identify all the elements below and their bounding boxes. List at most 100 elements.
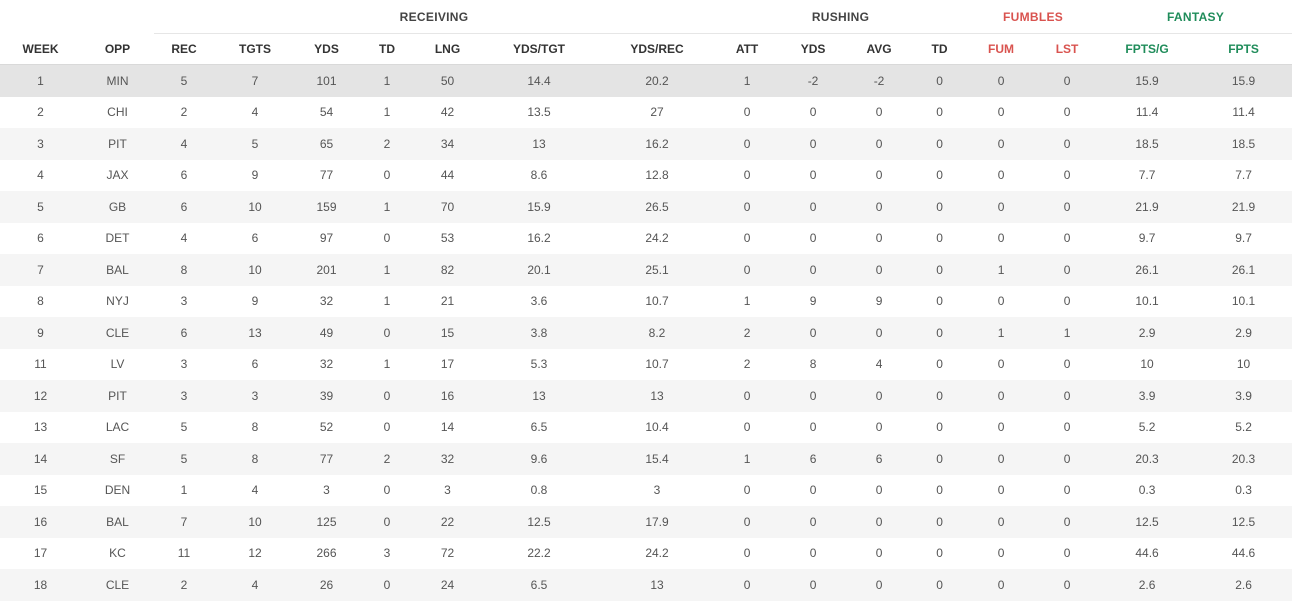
cell-yds-per-tgt: 3.8 (478, 317, 600, 349)
table-row[interactable]: 15 DEN 1 4 3 0 3 0.8 3 0 0 0 0 0 0 0.3 0.3 (0, 474, 1292, 506)
cell-lng: 34 (417, 128, 478, 160)
cell-fum: 0 (967, 285, 1036, 317)
cell-rec-yds: 39 (296, 380, 357, 412)
cell-fpts-per-game: 12.5 (1099, 506, 1196, 538)
group-header-receiving: RECEIVING (154, 0, 715, 34)
cell-rec-yds: 26 (296, 569, 357, 601)
cell-avg: 0 (846, 128, 913, 160)
cell-opp: BAL (81, 506, 154, 538)
cell-fum: 0 (967, 64, 1036, 97)
cell-yds-per-tgt: 16.2 (478, 222, 600, 254)
cell-rush-td: 0 (912, 64, 968, 97)
cell-fpts: 26.1 (1195, 254, 1292, 286)
cell-week: 16 (0, 506, 81, 538)
cell-rush-yds: 0 (780, 506, 847, 538)
cell-rec-td: 3 (357, 537, 417, 569)
column-header-rec[interactable]: REC (154, 33, 214, 65)
cell-rec: 4 (154, 128, 214, 160)
cell-att: 0 (714, 254, 781, 286)
column-header-fpts[interactable]: FPTS (1195, 33, 1292, 65)
cell-yds-per-tgt: 22.2 (478, 537, 600, 569)
cell-fpts-per-game: 11.4 (1099, 96, 1196, 128)
table-row[interactable]: 11 LV 3 6 32 1 17 5.3 10.7 2 8 4 0 0 0 10 10 (0, 348, 1292, 380)
cell-opp: CHI (81, 96, 154, 128)
column-header-yds-per-rec[interactable]: YDS/REC (600, 33, 715, 65)
table-row[interactable]: 8 NYJ 3 9 32 1 21 3.6 10.7 1 9 9 0 0 0 10.1 10.1 (0, 285, 1292, 317)
cell-week: 4 (0, 159, 81, 191)
table-row[interactable]: 9 CLE 6 13 49 0 15 3.8 8.2 2 0 0 0 1 1 2.9 2.9 (0, 317, 1292, 349)
cell-tgts: 3 (214, 380, 296, 412)
cell-rush-yds: 0 (780, 317, 847, 349)
group-header-fumbles: FUMBLES (967, 0, 1100, 34)
column-header-fum[interactable]: FUM (967, 33, 1036, 65)
cell-fpts-per-game: 7.7 (1099, 159, 1196, 191)
column-header-fpts-per-game[interactable]: FPTS/G (1099, 33, 1196, 65)
cell-opp: PIT (81, 380, 154, 412)
cell-rush-yds: 0 (780, 159, 847, 191)
column-header-avg[interactable]: AVG (846, 33, 913, 65)
cell-week: 12 (0, 380, 81, 412)
table-row[interactable]: 17 KC 11 12 266 3 72 22.2 24.2 0 0 0 0 0 0 44.6 44.6 (0, 537, 1292, 569)
column-header-lng[interactable]: LNG (417, 33, 478, 65)
cell-lst: 0 (1035, 506, 1100, 538)
cell-yds-per-rec: 24.2 (600, 537, 715, 569)
table-row[interactable]: 14 SF 5 8 77 2 32 9.6 15.4 1 6 6 0 0 0 20.3 20.3 (0, 443, 1292, 475)
cell-avg: 0 (846, 380, 913, 412)
column-header-opp[interactable]: OPP (81, 33, 154, 65)
table-row[interactable]: 7 BAL 8 10 201 1 82 20.1 25.1 0 0 0 0 1 0 26.1 26.1 (0, 254, 1292, 286)
table-row[interactable]: 1 MIN 5 7 101 1 50 14.4 20.2 1 -2 -2 0 0 0 15.9 15.9 (0, 64, 1292, 97)
table-row[interactable]: 3 PIT 4 5 65 2 34 13 16.2 0 0 0 0 0 0 18.5 18.5 (0, 128, 1292, 160)
cell-fpts: 2.9 (1195, 317, 1292, 349)
column-header-rush-td[interactable]: TD (912, 33, 968, 65)
cell-avg: 0 (846, 569, 913, 601)
column-header-rush-yds[interactable]: YDS (780, 33, 847, 65)
cell-rush-td: 0 (912, 380, 968, 412)
cell-rec-td: 0 (357, 569, 417, 601)
cell-rush-td: 0 (912, 159, 968, 191)
cell-lng: 82 (417, 254, 478, 286)
cell-week: 5 (0, 191, 81, 223)
cell-rush-yds: 6 (780, 443, 847, 475)
table-row[interactable]: 6 DET 4 6 97 0 53 16.2 24.2 0 0 0 0 0 0 9.7 9.7 (0, 222, 1292, 254)
column-header-rec-yds[interactable]: YDS (296, 33, 357, 65)
table-row[interactable]: 16 BAL 7 10 125 0 22 12.5 17.9 0 0 0 0 0 0 12.5 12.5 (0, 506, 1292, 538)
cell-rec-td: 1 (357, 64, 417, 97)
table-row[interactable]: 18 CLE 2 4 26 0 24 6.5 13 0 0 0 0 0 0 2.6 2.6 (0, 569, 1292, 601)
table-body: 1 MIN 5 7 101 1 50 14.4 20.2 1 -2 -2 0 0 0 15.9 15.9 2 CHI… (0, 64, 1292, 601)
cell-fpts: 10.1 (1195, 285, 1292, 317)
cell-rec-td: 0 (357, 411, 417, 443)
cell-yds-per-tgt: 12.5 (478, 506, 600, 538)
cell-tgts: 10 (214, 254, 296, 286)
cell-yds-per-rec: 27 (600, 96, 715, 128)
cell-lng: 17 (417, 348, 478, 380)
table-row[interactable]: 13 LAC 5 8 52 0 14 6.5 10.4 0 0 0 0 0 0 5.2 5.2 (0, 411, 1292, 443)
cell-week: 3 (0, 128, 81, 160)
column-header-att[interactable]: ATT (714, 33, 781, 65)
cell-rec-td: 2 (357, 128, 417, 160)
cell-lng: 22 (417, 506, 478, 538)
cell-rec: 2 (154, 96, 214, 128)
cell-att: 0 (714, 569, 781, 601)
table-row[interactable]: 4 JAX 6 9 77 0 44 8.6 12.8 0 0 0 0 0 0 7.7 7.7 (0, 159, 1292, 191)
cell-tgts: 10 (214, 191, 296, 223)
cell-tgts: 8 (214, 411, 296, 443)
column-header-rec-td[interactable]: TD (357, 33, 417, 65)
column-header-week[interactable]: WEEK (0, 33, 81, 65)
cell-rush-td: 0 (912, 222, 968, 254)
cell-tgts: 4 (214, 96, 296, 128)
column-header-tgts[interactable]: TGTS (214, 33, 296, 65)
column-header-lst[interactable]: LST (1035, 33, 1100, 65)
cell-tgts: 9 (214, 285, 296, 317)
cell-lng: 32 (417, 443, 478, 475)
cell-att: 1 (714, 64, 781, 97)
cell-fpts: 10 (1195, 348, 1292, 380)
cell-opp: BAL (81, 254, 154, 286)
cell-lng: 24 (417, 569, 478, 601)
table-row[interactable]: 2 CHI 2 4 54 1 42 13.5 27 0 0 0 0 0 0 11.4 11.4 (0, 96, 1292, 128)
table-row[interactable]: 12 PIT 3 3 39 0 16 13 13 0 0 0 0 0 0 3.9 3.9 (0, 380, 1292, 412)
cell-opp: SF (81, 443, 154, 475)
table-row[interactable]: 5 GB 6 10 159 1 70 15.9 26.5 0 0 0 0 0 0 21.9 21.9 (0, 191, 1292, 223)
column-header-yds-per-tgt[interactable]: YDS/TGT (478, 33, 600, 65)
cell-lst: 0 (1035, 64, 1100, 97)
